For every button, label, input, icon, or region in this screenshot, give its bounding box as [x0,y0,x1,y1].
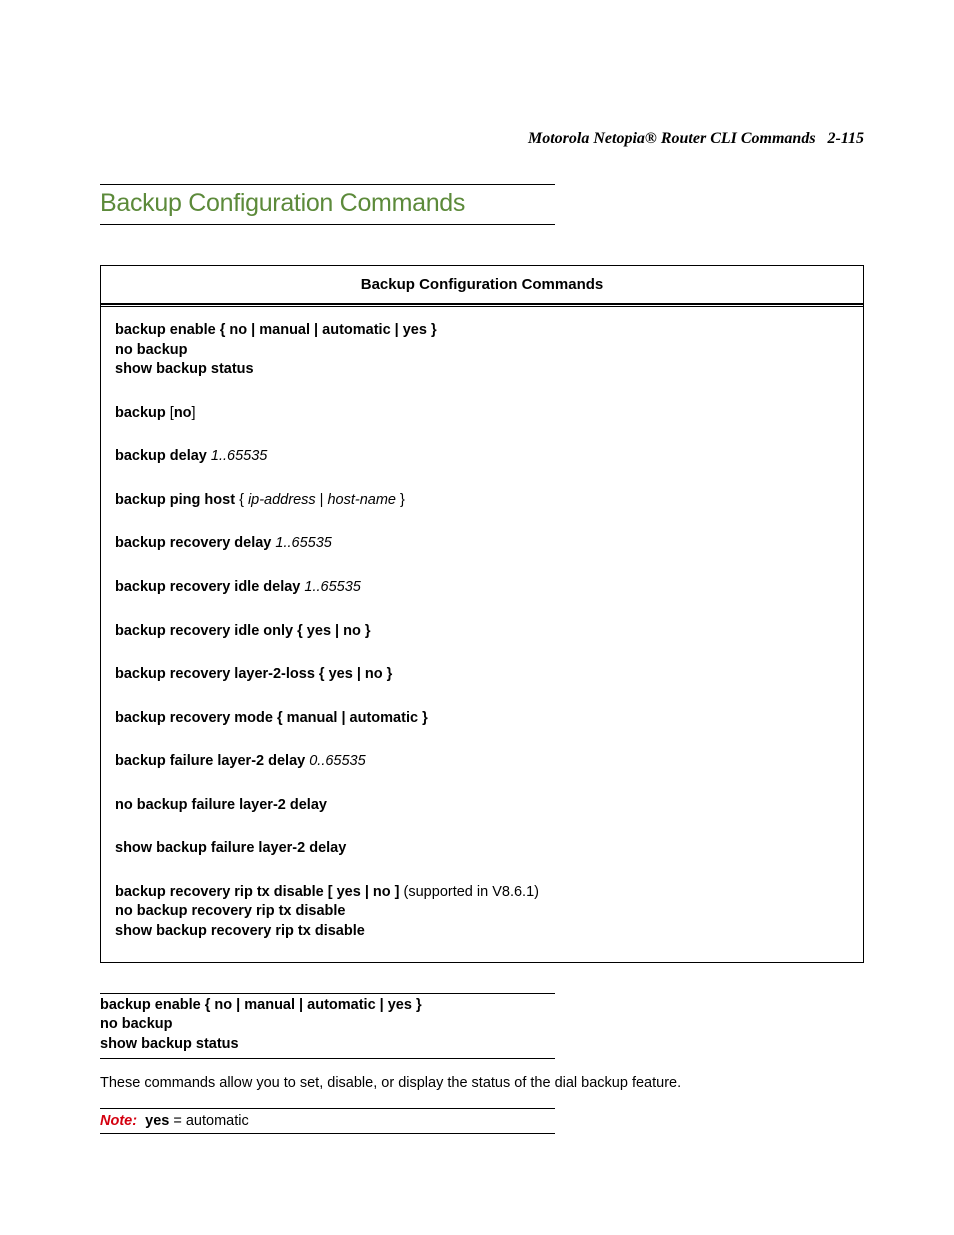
command-box-body: backup enable { no | manual | automatic … [101,304,863,962]
brace: } [396,492,405,508]
note-line: Note: yes = automatic [100,1113,864,1129]
cmd-opts: [ yes | no ] [328,884,400,900]
cmd-token: backup recovery layer-2-loss [115,666,319,682]
section-rule-top [100,184,555,185]
cmd-token: backup delay [115,448,211,464]
cmd-group-last: backup recovery rip tx disable [ yes | n… [115,883,849,942]
cmd-line: show backup recovery rip tx disable [115,922,849,942]
cmd-line: backup recovery delay 1..65535 [115,534,849,554]
cmd-token: show backup failure layer-2 delay [115,840,346,856]
cmd-line: no backup [115,341,849,361]
cmd-token: show backup status [100,1036,239,1052]
cmd-line: backup failure layer-2 delay 0..65535 [115,752,849,772]
cmd-line: backup delay 1..65535 [115,447,849,467]
cmd-token: backup [115,405,170,421]
command-box-header: Backup Configuration Commands [101,266,863,304]
cmd-token: backup recovery delay [115,535,275,551]
cmd-arg: 1..65535 [211,448,267,464]
cmd-note: (supported in V8.6.1) [400,884,539,900]
note-label: Note: [100,1113,137,1129]
cmd-token: backup failure layer-2 delay [115,753,309,769]
cmd-line: backup recovery mode { manual | automati… [115,709,849,729]
cmd-group-1: backup enable { no | manual | automatic … [115,321,849,380]
cmd-line: show backup status [115,360,849,380]
cmd-token: backup recovery mode [115,710,277,726]
bracket: ] [192,405,196,421]
cmd-token: no backup [100,1016,173,1032]
sub-rule-bottom [100,1058,555,1059]
cmd-opt: no [174,405,192,421]
cmd-token: backup recovery idle delay [115,579,304,595]
cmd-line: no backup recovery rip tx disable [115,902,849,922]
cmd-token: backup enable [100,997,205,1013]
cmd-line: backup recovery idle delay 1..65535 [115,578,849,598]
cmd-token: backup recovery idle only [115,623,297,639]
command-box: Backup Configuration Commands backup ena… [100,265,864,963]
cmd-opts: { no | manual | automatic | yes } [205,997,422,1013]
section-rule-bottom [100,224,555,225]
cmd-line: backup [no] [115,404,849,424]
cmd-token: no backup [115,342,188,358]
header-page: 2-115 [828,130,864,147]
cmd-opts: { manual | automatic } [277,710,428,726]
sub-rule-top [100,993,555,994]
page-container: Motorola Netopia® Router CLI Commands 2-… [0,0,954,1194]
cmd-arg: host-name [327,492,396,508]
cmd-line: backup recovery rip tx disable [ yes | n… [115,883,849,903]
sep: | [316,492,328,508]
description-paragraph: These commands allow you to set, disable… [100,1073,864,1093]
brace: { [239,492,248,508]
cmd-token: no backup failure layer-2 delay [115,797,327,813]
cmd-line: backup ping host { ip-address | host-nam… [115,491,849,511]
cmd-token: backup recovery rip tx disable [115,884,328,900]
sub-line: backup enable { no | manual | automatic … [100,996,864,1016]
section-title: Backup Configuration Commands [100,189,864,218]
note-bold: yes [145,1113,169,1129]
cmd-token: show backup recovery rip tx disable [115,923,365,939]
cmd-line: backup enable { no | manual | automatic … [115,321,849,341]
cmd-arg: ip-address [248,492,316,508]
cmd-line: show backup failure layer-2 delay [115,839,849,859]
cmd-line: backup recovery layer-2-loss { yes | no … [115,665,849,685]
cmd-arg: 1..65535 [304,579,360,595]
running-header: Motorola Netopia® Router CLI Commands 2-… [100,130,864,148]
cmd-line: backup recovery idle only { yes | no } [115,622,849,642]
note-rule-top [100,1108,555,1109]
cmd-opts: { yes | no } [319,666,392,682]
cmd-token: show backup status [115,361,254,377]
cmd-arg: 1..65535 [275,535,331,551]
cmd-opts: { yes | no } [297,623,370,639]
header-title: Motorola Netopia® Router CLI Commands [528,130,816,147]
cmd-token: no backup recovery rip tx disable [115,903,345,919]
sub-line: show backup status [100,1035,864,1055]
note-rule-bottom [100,1133,555,1134]
cmd-opts: { no | manual | automatic | yes } [220,322,437,338]
sub-line: no backup [100,1015,864,1035]
cmd-line: no backup failure layer-2 delay [115,796,849,816]
note-rest: = automatic [169,1113,248,1129]
cmd-token: backup enable [115,322,216,338]
cmd-token: backup ping host [115,492,239,508]
cmd-arg: 0..65535 [309,753,365,769]
sub-command-block: backup enable { no | manual | automatic … [100,996,864,1055]
